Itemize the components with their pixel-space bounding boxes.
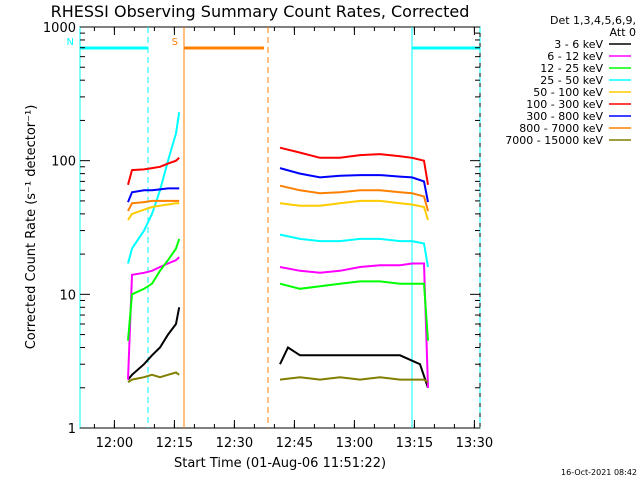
legend-label-1: 6 - 12 keV — [547, 50, 603, 63]
x-tick-label-2: 12:30 — [216, 436, 253, 451]
legend-header-0: Det 1,3,4,5,6,9, — [550, 14, 636, 27]
series-line-8-segment-2 — [279, 376, 429, 384]
flag-label-1: S — [172, 37, 178, 48]
series-line-3-segment-1 — [127, 112, 181, 264]
x-tick-label-1: 12:15 — [156, 436, 193, 451]
series-line-4-segment-2 — [279, 199, 429, 221]
series-line-6-segment-1 — [127, 187, 180, 203]
legend-label-0: 3 - 6 keV — [554, 38, 603, 51]
legend-label-2: 12 - 25 keV — [540, 62, 603, 75]
legend-header-1: Att 0 — [610, 26, 636, 39]
x-axis-label: Start Time (01-Aug-06 11:51:22) — [174, 456, 386, 471]
flag-label-0: N — [67, 37, 74, 48]
series-line-1-segment-2 — [279, 262, 429, 388]
x-tick-label-4: 13:00 — [336, 436, 373, 451]
legend-label-8: 7000 - 15000 keV — [505, 134, 603, 147]
timestamp: 16-Oct-2021 08:42 — [561, 468, 637, 477]
y-tick-label-1: 10 — [59, 288, 76, 303]
legend-label-3: 25 - 50 keV — [540, 74, 603, 87]
x-tick-label-6: 13:30 — [456, 436, 493, 451]
series-line-0-segment-2 — [279, 346, 429, 389]
x-tick-label-0: 12:00 — [96, 436, 133, 451]
series-lines — [127, 112, 429, 389]
series-line-4-segment-1 — [127, 202, 180, 221]
series-line-7-segment-1 — [127, 199, 180, 212]
legend-label-7: 800 - 7000 keV — [519, 122, 603, 135]
y-axis-label: Corrected Count Rate (s⁻¹ detector⁻¹) — [24, 105, 39, 350]
legend-label-4: 50 - 100 keV — [533, 86, 603, 99]
series-line-2-segment-1 — [127, 238, 181, 341]
series-line-5-segment-2 — [279, 146, 429, 185]
series-line-0-segment-1 — [127, 307, 181, 381]
series-line-2-segment-2 — [279, 280, 429, 341]
x-tick-label-5: 13:15 — [396, 436, 433, 451]
axes: 12:00 12:15 12:30 12:45 13:00 13:15 13:30 1 10 10… — [43, 21, 493, 451]
y-tick-label-3: 1000 — [43, 21, 76, 36]
series-line-7-segment-2 — [279, 184, 429, 212]
series-line-6-segment-2 — [279, 167, 429, 203]
series-line-5-segment-1 — [127, 157, 180, 186]
y-tick-label-2: 100 — [51, 155, 76, 170]
series-line-1-segment-1 — [127, 256, 180, 380]
series-line-3-segment-2 — [279, 233, 429, 268]
legend-label-5: 100 - 300 keV — [526, 98, 603, 111]
series-line-8-segment-1 — [127, 371, 180, 384]
y-tick-label-0: 1 — [68, 422, 76, 437]
chart-title: RHESSI Observing Summary Count Rates, Co… — [51, 2, 470, 21]
legend-label-6: 300 - 800 keV — [526, 110, 603, 123]
x-tick-label-3: 12:45 — [276, 436, 313, 451]
